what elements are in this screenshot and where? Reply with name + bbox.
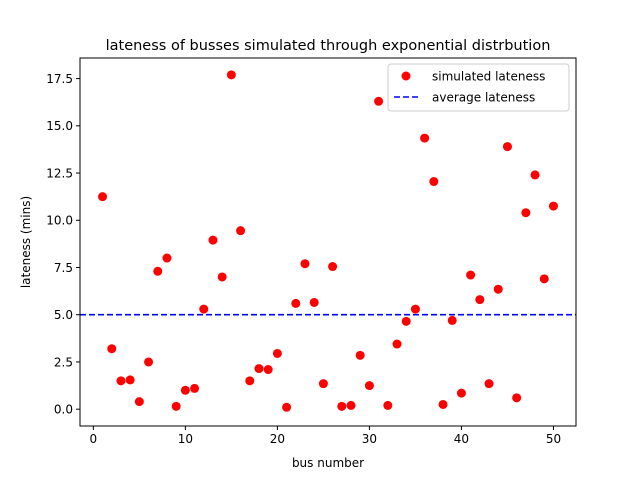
data-point xyxy=(116,376,126,386)
data-point xyxy=(521,208,531,218)
data-point xyxy=(318,379,328,389)
data-point xyxy=(475,295,485,305)
legend: simulated lateness average lateness xyxy=(387,63,570,112)
data-point xyxy=(199,304,209,314)
x-tick-label: 0 xyxy=(90,432,98,446)
data-point xyxy=(245,376,255,386)
x-tick-label: 10 xyxy=(178,432,193,446)
data-point xyxy=(208,235,218,245)
data-point xyxy=(539,274,549,284)
data-point xyxy=(346,400,356,410)
x-tick-label: 30 xyxy=(362,432,377,446)
data-point xyxy=(364,381,374,391)
y-axis-label: lateness (mins) xyxy=(19,196,33,288)
data-point xyxy=(180,385,190,395)
data-point xyxy=(125,375,135,385)
data-point xyxy=(383,400,393,410)
legend-label-average-lateness: average lateness xyxy=(432,91,535,105)
data-point xyxy=(171,401,181,411)
x-tick-label: 40 xyxy=(454,432,469,446)
chart-title: lateness of busses simulated through exp… xyxy=(106,38,551,54)
data-point xyxy=(134,397,144,407)
x-tick-label: 50 xyxy=(546,432,561,446)
plot-area xyxy=(80,70,576,412)
data-point xyxy=(512,393,522,403)
data-point xyxy=(355,350,365,360)
data-point xyxy=(144,357,154,367)
data-point xyxy=(309,297,319,307)
legend-label-simulated-lateness: simulated lateness xyxy=(432,70,545,84)
y-axis-ticks: 0.0 2.5 5.0 7.5 10.0 12.5 15.0 17.5 xyxy=(46,72,80,416)
x-tick-label: 20 xyxy=(270,432,285,446)
axes-frame xyxy=(79,57,577,427)
data-point xyxy=(217,272,227,282)
data-point xyxy=(263,365,273,375)
data-point xyxy=(420,133,430,143)
data-point xyxy=(466,270,476,280)
data-point xyxy=(272,348,282,358)
data-point xyxy=(493,284,503,294)
data-point xyxy=(447,315,457,325)
data-point xyxy=(300,259,310,269)
data-point xyxy=(484,379,494,389)
data-point xyxy=(548,201,558,211)
x-axis-label: bus number xyxy=(292,456,364,470)
y-tick-label: 17.5 xyxy=(46,72,73,86)
x-axis-ticks: 0 10 20 30 40 50 xyxy=(90,426,561,446)
data-point xyxy=(429,177,439,187)
data-point xyxy=(254,364,264,374)
data-point xyxy=(374,96,384,106)
y-tick-label: 10.0 xyxy=(46,214,73,228)
data-point xyxy=(162,253,172,263)
y-tick-label: 12.5 xyxy=(46,166,73,180)
data-point xyxy=(282,402,292,412)
data-point xyxy=(410,304,420,314)
y-tick-label: 7.5 xyxy=(54,261,73,275)
data-point xyxy=(153,266,163,276)
y-tick-label: 2.5 xyxy=(54,355,73,369)
data-point xyxy=(401,316,411,326)
data-point xyxy=(190,383,200,393)
y-tick-label: 15.0 xyxy=(46,119,73,133)
data-point xyxy=(456,388,466,398)
data-point xyxy=(98,192,108,202)
data-point xyxy=(236,226,246,236)
data-point xyxy=(337,401,347,411)
data-point xyxy=(291,298,301,308)
y-tick-label: 5.0 xyxy=(54,308,73,322)
legend-frame xyxy=(387,63,570,112)
data-point xyxy=(438,399,448,409)
y-tick-label: 0.0 xyxy=(54,402,73,416)
data-point xyxy=(328,262,338,272)
data-point xyxy=(392,339,402,349)
data-point xyxy=(502,142,512,152)
data-point xyxy=(530,170,540,180)
legend-marker-simulated-lateness xyxy=(401,71,411,81)
data-point xyxy=(226,70,236,80)
data-point xyxy=(107,344,117,354)
